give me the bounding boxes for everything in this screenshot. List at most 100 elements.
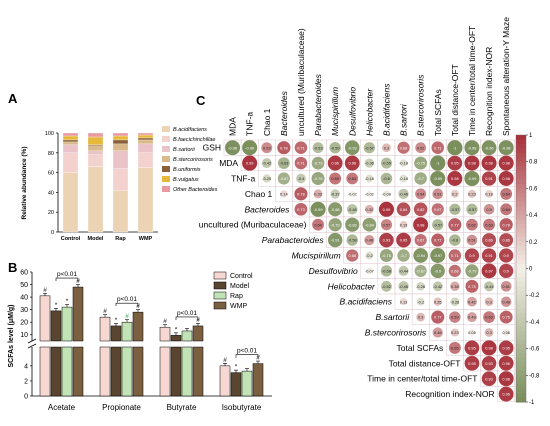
panel-c-colorbar-segment xyxy=(516,361,526,367)
panel-c-row-label: uncultured (Muribaculaceae) xyxy=(199,220,307,230)
panel-c-cell-value: 0.63 xyxy=(485,222,493,227)
panel-c-cell-value: 0.23 xyxy=(468,192,476,197)
panel-c-cell-value: 0.5 xyxy=(486,207,491,212)
panel-c-cell-circle xyxy=(433,297,442,306)
panel-c-cell-circle xyxy=(380,172,393,185)
panel-c-colorbar-segment xyxy=(516,152,526,158)
panel-c-cell-value: 0.63 xyxy=(348,176,356,181)
panel-c-row-label: Total SCFAs xyxy=(397,343,444,353)
panel-c-cell-circle xyxy=(277,141,291,155)
panel-c-cell-circle xyxy=(481,248,497,263)
panel-c-colorbar-tick-label: -0.2 xyxy=(529,293,540,299)
panel-c-cell-circle xyxy=(483,311,495,323)
panel-c-colorbar-tick-label: -0.8 xyxy=(529,373,540,379)
panel-a-legend-label: B.sartorii xyxy=(173,147,195,153)
panel-c-cell-value: 0.42 xyxy=(468,299,476,304)
panel-c-colorbar-segment xyxy=(516,388,526,394)
panel-c-row-label: Chao 1 xyxy=(245,189,273,199)
panel-c-cell-value: -0.55 xyxy=(382,161,391,166)
panel-b-significance-mark: * xyxy=(175,326,178,333)
panel-c-cell-circle xyxy=(383,190,390,198)
panel-a-y-tick-label: 0 xyxy=(51,230,54,236)
panel-c-cell-circle xyxy=(464,170,480,187)
panel-c-cell-value: 0.91 xyxy=(485,253,493,258)
panel-c-cell-circle xyxy=(448,264,461,278)
panel-a-bar-segment xyxy=(137,134,154,139)
panel-c-colorbar-segment xyxy=(516,232,526,238)
panel-c-cell-value: 0.46 xyxy=(434,330,442,335)
panel-c-colorbar-segment xyxy=(516,321,526,327)
panel-c-column-label: Time in center/total time-OFT xyxy=(467,26,477,136)
panel-c-colorbar-segment xyxy=(516,281,526,287)
panel-c-colorbar-segment xyxy=(516,286,526,292)
panel-b-bar-lower xyxy=(132,346,144,397)
panel-c-cell-value: 0.9 xyxy=(469,253,474,258)
panel-c-cell-value: -0.93 xyxy=(348,145,357,150)
panel-c-colorbar-segment xyxy=(516,330,526,336)
panel-c-cell-circle xyxy=(312,142,324,154)
panel-c-cell-value: 0.95 xyxy=(451,161,459,166)
panel-c-cell-circle xyxy=(481,140,497,156)
panel-c-colorbar-segment xyxy=(516,241,526,247)
panel-c-cell-circle xyxy=(432,219,444,231)
panel-c-cells: -0.98 -0.99 0.53 0.78 0.71 -0.53 -0.59 -0.93 -0.… xyxy=(223,139,515,402)
panel-c-cell-value: -0.42 xyxy=(262,161,271,166)
panel-c-cell-circle xyxy=(498,371,514,387)
panel-b-bar-upper xyxy=(121,321,133,342)
panel-b-y-tick-label: 10 xyxy=(20,332,28,339)
panel-c-column-labels: MDA TNF-a Chao 1 Bacteroides uncultured (Mur… xyxy=(228,17,512,136)
panel-a-bar-segment xyxy=(137,137,154,141)
panel-c-cell-circle xyxy=(430,248,446,263)
panel-a-bar-segment xyxy=(112,190,129,233)
panel-c-cell-circle xyxy=(398,281,409,292)
panel-c-colorbar-segment xyxy=(516,353,526,358)
panel-a-bar-segment xyxy=(112,143,129,151)
panel-c-colorbar-segment xyxy=(516,348,526,354)
panel-b-letter: B xyxy=(8,260,17,275)
panel-c-cell-circle xyxy=(380,157,392,169)
panel-c-cell-circle xyxy=(499,233,514,248)
panel-b-y-tick-label: 4 xyxy=(24,363,28,370)
panel-c-colorbar-segment xyxy=(516,259,526,265)
panel-b-bar-lower xyxy=(72,346,84,397)
panel-c-cell-circle xyxy=(346,234,358,246)
panel-c-cell-circle xyxy=(450,281,460,292)
panel-c-cell-circle xyxy=(464,340,480,356)
panel-c-cell-value: -0.67 xyxy=(416,269,425,274)
panel-a-stacked-bar-chart: Relative abundance (%) 0 20 40 60 80 100 Cont… xyxy=(21,126,218,242)
panel-c-cell-value: 0.38 xyxy=(451,284,459,289)
panel-c-cell-circle xyxy=(483,204,495,215)
panel-c-cell-circle xyxy=(482,233,497,248)
panel-b-y-tick-label: 60 xyxy=(20,270,28,277)
panel-a-bars xyxy=(62,132,154,233)
panel-a-x-label: Model xyxy=(88,236,104,242)
panel-c-cell-value: -0.02 xyxy=(365,192,374,197)
panel-c-cell-circle xyxy=(310,201,326,217)
panel-c-colorbar-segment xyxy=(516,397,526,403)
panel-c-cell-circle xyxy=(362,217,377,232)
panel-a-y-ticks: 0 20 40 60 80 100 xyxy=(45,131,58,236)
panel-c-cell-value: 0.95 xyxy=(502,346,510,351)
panel-c-cell-value: 0.18 xyxy=(485,192,493,197)
panel-c-colorbar-segment xyxy=(516,326,526,332)
panel-c-colorbar-segment xyxy=(516,339,526,345)
panel-c-cell-circle xyxy=(498,140,514,156)
panel-c-cell-value: 0.52 xyxy=(417,145,425,150)
panel-c-cell-value: 0.93 xyxy=(485,361,493,366)
panel-b-significance-mark: # xyxy=(136,303,140,310)
panel-b-significance-mark: # xyxy=(125,313,129,320)
panel-c-cell-circle xyxy=(500,203,513,216)
panel-a-letter: A xyxy=(8,91,18,106)
panel-c-cell-value: 0.75 xyxy=(468,284,476,289)
panel-c-cell-circle xyxy=(449,311,461,323)
panel-b-p-value-label: p<0.01 xyxy=(237,348,257,355)
panel-c-cell-circle xyxy=(467,189,477,198)
panel-c-cell-value: -1 xyxy=(436,161,439,166)
panel-c-cell-value: -0.53 xyxy=(314,145,323,150)
panel-c-cell-value: -0.97 xyxy=(433,253,442,258)
panel-c-colorbar-segment xyxy=(516,219,526,225)
panel-c-cell-value: 0.2 xyxy=(452,192,457,197)
panel-c-cell-value: -0.96 xyxy=(485,145,494,150)
panel-c-cell-value: -0.18 xyxy=(365,176,374,181)
panel-a-x-label: Control xyxy=(61,236,81,242)
